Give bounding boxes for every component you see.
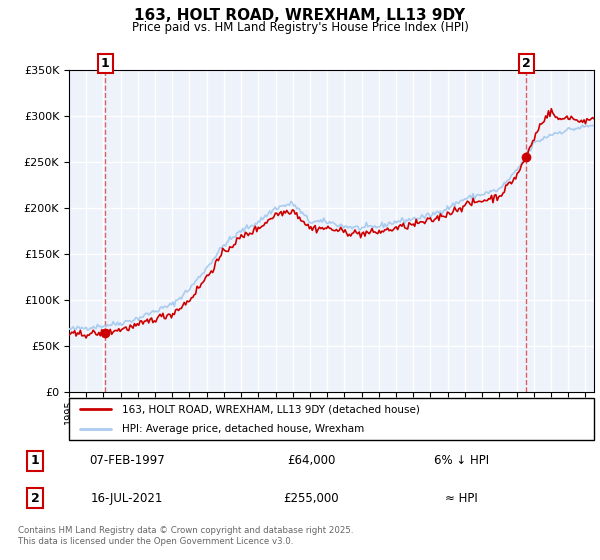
Text: 163, HOLT ROAD, WREXHAM, LL13 9DY: 163, HOLT ROAD, WREXHAM, LL13 9DY: [134, 8, 466, 24]
Text: Contains HM Land Registry data © Crown copyright and database right 2025.
This d: Contains HM Land Registry data © Crown c…: [18, 526, 353, 546]
FancyBboxPatch shape: [69, 398, 594, 440]
Text: 07-FEB-1997: 07-FEB-1997: [89, 454, 165, 467]
Text: 163, HOLT ROAD, WREXHAM, LL13 9DY (detached house): 163, HOLT ROAD, WREXHAM, LL13 9DY (detac…: [121, 404, 419, 414]
Text: 16-JUL-2021: 16-JUL-2021: [91, 492, 163, 505]
Text: £255,000: £255,000: [284, 492, 340, 505]
Text: £64,000: £64,000: [287, 454, 336, 467]
Text: 6% ↓ HPI: 6% ↓ HPI: [434, 454, 489, 467]
Text: Price paid vs. HM Land Registry's House Price Index (HPI): Price paid vs. HM Land Registry's House …: [131, 21, 469, 34]
Text: 2: 2: [31, 492, 40, 505]
Text: HPI: Average price, detached house, Wrexham: HPI: Average price, detached house, Wrex…: [121, 424, 364, 434]
Text: 2: 2: [521, 57, 530, 70]
Text: 1: 1: [101, 57, 110, 70]
Text: ≈ HPI: ≈ HPI: [445, 492, 478, 505]
Text: 1: 1: [31, 454, 40, 467]
